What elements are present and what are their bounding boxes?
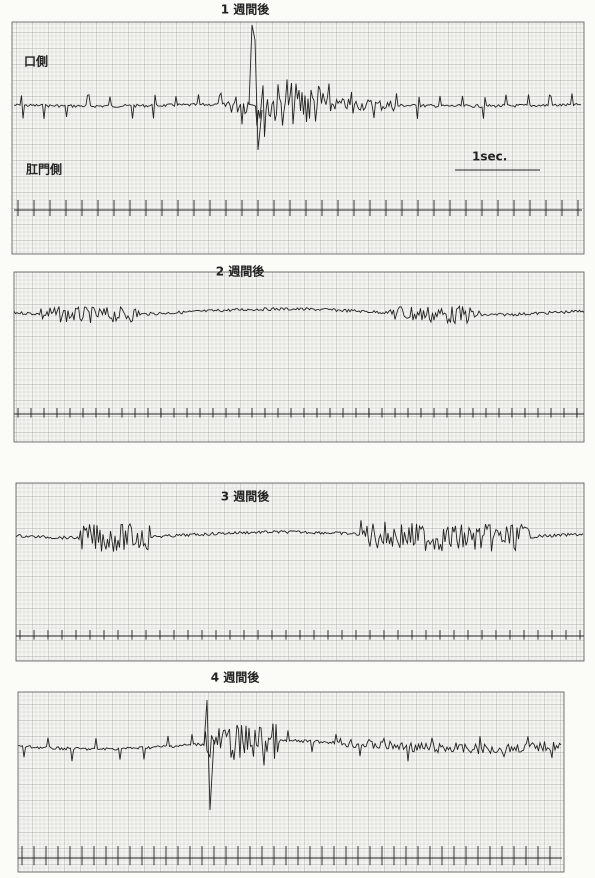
panel-title: 1 週間後 <box>221 2 271 17</box>
trace-label: 肛門側 <box>26 162 62 177</box>
panel <box>14 272 584 442</box>
panel-title: 3 週間後 <box>221 489 271 504</box>
figure: 1 週間後 口側 肛門側 1sec. 2 週間後 3 週間後 4 週間後 <box>0 0 595 878</box>
panel <box>12 22 584 254</box>
panel-title: 2 週間後 <box>216 264 266 279</box>
trace-label: 口側 <box>24 54 48 69</box>
panel <box>18 692 564 872</box>
scale-label: 1sec. <box>472 150 507 164</box>
panel-title: 4 週間後 <box>211 670 261 685</box>
